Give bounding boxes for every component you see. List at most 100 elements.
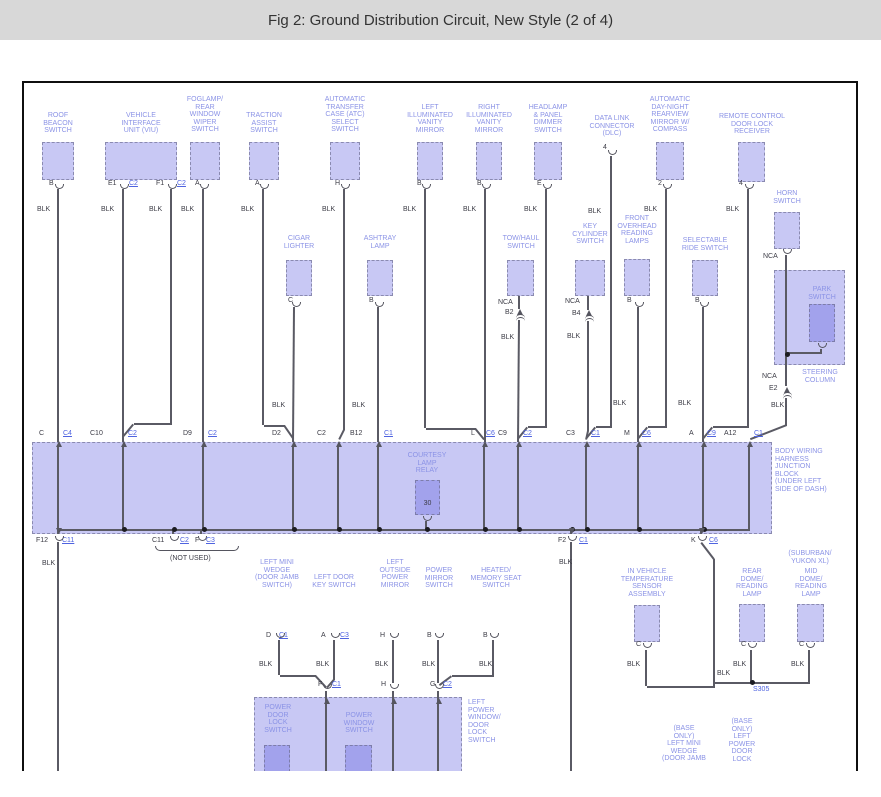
- wire-color-label: BLK: [501, 334, 515, 341]
- connector-link[interactable]: C1: [579, 537, 588, 544]
- courtesy-lamp-relay-box: [415, 480, 440, 515]
- wire-roof-beacon-wire: [57, 189, 59, 442]
- wire-temp-sensor-wire: [645, 650, 647, 686]
- connector-link[interactable]: C6: [709, 537, 718, 544]
- wire-color-label: BLK: [149, 206, 163, 213]
- remote-receiver-label: REMOTE CONTROL DOOR LOCK RECEIVER: [718, 113, 786, 136]
- connector-link[interactable]: C11: [62, 537, 75, 544]
- flow-arrow-icon: [335, 441, 342, 447]
- flow-arrow-icon: [746, 441, 753, 447]
- pin-label: F: [195, 537, 200, 544]
- wire-color-label: BLK: [567, 333, 581, 340]
- pin-label: F1: [156, 180, 165, 187]
- flow-arrow-icon: [55, 528, 62, 534]
- wire-junction-bus-wire: [59, 529, 750, 531]
- wire-heated-seat-wire: [492, 640, 494, 677]
- flow-arrow-icon: [481, 441, 488, 447]
- connector-link[interactable]: C2: [443, 681, 452, 688]
- wire-color-label: BLK: [613, 400, 627, 407]
- wire-towhaul-wire-b: [517, 319, 520, 442]
- wire-headlamp-wire: [545, 189, 547, 428]
- flow-arrow-icon: [55, 441, 62, 447]
- pin-label: B: [417, 180, 422, 187]
- wire-k-wire: [713, 559, 715, 686]
- pin-connector-icon: [607, 150, 617, 155]
- pin-label: F: [318, 681, 323, 688]
- wire-temp-sensor-wire: [647, 686, 715, 688]
- wire-color-label: BLK: [322, 206, 336, 213]
- pin-label: NCA: [763, 253, 778, 260]
- wire-mini-wedge-wire: [278, 640, 280, 675]
- connector-link[interactable]: C6: [486, 430, 495, 437]
- connector-link[interactable]: C3: [340, 632, 349, 639]
- pin-label: C10: [90, 430, 103, 437]
- connector-link[interactable]: C2: [208, 430, 217, 437]
- wire-color-label: BLK: [316, 661, 330, 668]
- connector-link[interactable]: C2: [128, 430, 137, 437]
- wire-color-label: BLK: [42, 560, 56, 567]
- pin-connector-icon: [697, 536, 707, 541]
- wire-atc-wire: [338, 429, 345, 440]
- pin-label: C3: [566, 430, 575, 437]
- connector-link[interactable]: C2: [129, 180, 138, 187]
- wire-jx-10: [637, 447, 639, 529]
- wire-mini-wedge-wire: [280, 675, 316, 677]
- cigar-lighter-box: [286, 260, 312, 296]
- rear-dome-lamp-box: [739, 604, 765, 642]
- connector-link[interactable]: C1: [754, 430, 763, 437]
- flow-arrow-icon: [515, 441, 522, 447]
- inline-connector-icon: [782, 395, 792, 399]
- wire-key-cylinder-wire-b: [587, 321, 589, 431]
- mid-dome-label: MID DOME/ READING LAMP: [795, 568, 827, 598]
- left-power-window-label: LEFT POWER WINDOW/ DOOR LOCK SWITCH: [468, 699, 501, 744]
- foglamp-wiper-switch-box: [190, 142, 220, 180]
- courtesy-relay-label: COURTESY LAMP RELAY: [407, 452, 447, 475]
- junction-dot: [376, 526, 382, 532]
- wire-left-vanity-wire: [424, 189, 426, 428]
- pin-label: 2: [658, 180, 662, 187]
- heated-seat-label: HEATED/ MEMORY SEAT SWITCH: [470, 567, 522, 590]
- pin-connector-icon: [805, 643, 815, 648]
- connector-link[interactable]: C1: [591, 430, 600, 437]
- pin-connector-icon: [747, 643, 757, 648]
- inline-connector-icon: [515, 317, 525, 321]
- wire-door-key-wire: [333, 640, 335, 680]
- pin-label: A: [321, 632, 326, 639]
- wire-viu-f1-wire: [134, 423, 172, 425]
- connector-link[interactable]: C2: [180, 537, 189, 544]
- pin-connector-icon: [197, 536, 207, 541]
- rear-dome-label: REAR DOME/ READING LAMP: [736, 568, 768, 598]
- junction-dot: [171, 526, 177, 532]
- connector-link[interactable]: C3: [206, 537, 215, 544]
- base-only-mini-wedge-note: (BASE ONLY) LEFT MINI WEDGE (DOOR JAMB: [662, 725, 706, 763]
- pin-connector-icon: [642, 643, 652, 648]
- connector-link[interactable]: C2: [523, 430, 532, 437]
- wire-key-cylinder-wire-a: [587, 296, 589, 310]
- connector-link[interactable]: C6: [642, 430, 651, 437]
- wire-atc-wire: [343, 189, 345, 430]
- ashtray-lamp-label: ASHTRAY LAMP: [363, 235, 397, 250]
- pin-label: C9: [498, 430, 507, 437]
- pin-connector-icon: [434, 684, 444, 689]
- wire-ashtray-wire: [377, 307, 379, 442]
- pin-connector-icon: [421, 184, 431, 189]
- junction-dot: [584, 526, 590, 532]
- junction-dot: [636, 526, 642, 532]
- flow-arrow-icon: [700, 441, 707, 447]
- diagram-canvas: ROOF BEACON SWITCH VEHICLE INTERFACE UNIT…: [22, 81, 858, 771]
- pin-connector-icon: [119, 184, 129, 189]
- pin-connector-icon: [322, 684, 332, 689]
- connector-link[interactable]: C9: [707, 430, 716, 437]
- connector-link[interactable]: C1: [384, 430, 393, 437]
- connector-link[interactable]: C4: [63, 430, 72, 437]
- wire-jx-2: [122, 447, 124, 529]
- pin-label: B: [695, 297, 700, 304]
- pin-label: B: [483, 632, 488, 639]
- pin-label: 30: [423, 500, 432, 507]
- wire-jx-8: [517, 447, 519, 529]
- connector-link[interactable]: C1: [332, 681, 341, 688]
- connector-link[interactable]: C2: [177, 180, 186, 187]
- pin-label: L: [471, 430, 475, 437]
- pin-connector-icon: [389, 684, 399, 689]
